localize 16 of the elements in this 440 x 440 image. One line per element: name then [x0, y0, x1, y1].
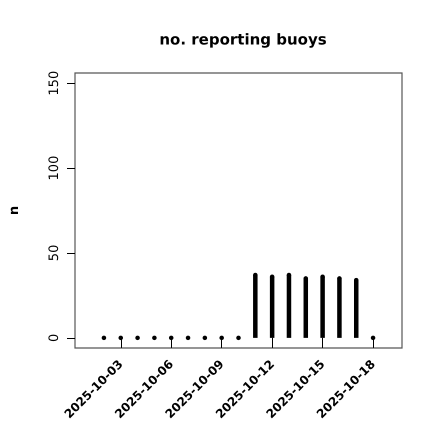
- point: [219, 336, 224, 340]
- point: [186, 336, 190, 340]
- point: [102, 336, 106, 340]
- y-tick-label: 0: [47, 334, 62, 342]
- point: [236, 336, 241, 340]
- y-tick-label: 150: [47, 70, 62, 96]
- point: [370, 336, 376, 340]
- chart-title: no. reporting buoys: [159, 30, 327, 48]
- y-tick-label: 50: [47, 244, 62, 262]
- point: [135, 336, 140, 340]
- y-tick-label: 100: [47, 156, 62, 180]
- y-axis-title: n: [7, 206, 22, 216]
- point: [152, 336, 157, 340]
- point: [118, 336, 124, 340]
- point: [168, 336, 174, 340]
- point: [202, 336, 208, 340]
